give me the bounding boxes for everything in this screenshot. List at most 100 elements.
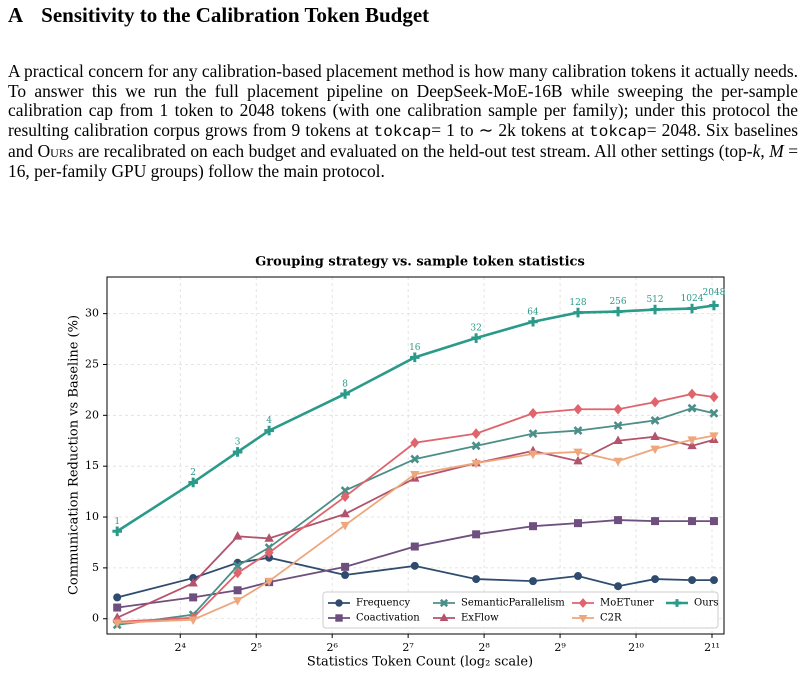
marker [613, 403, 623, 415]
series [112, 403, 719, 630]
marker [573, 403, 583, 415]
y-tick-label: 20 [85, 408, 99, 421]
marker [410, 454, 420, 464]
marker [650, 445, 660, 455]
marker [232, 597, 243, 606]
marker [673, 599, 681, 607]
marker [650, 415, 660, 425]
chart-title: Grouping strategy vs. sample token stati… [255, 255, 585, 270]
text-run: tokcap [373, 122, 432, 141]
text-run: tokens at [300, 119, 374, 140]
marker [573, 455, 583, 465]
marker [471, 333, 481, 343]
text-run: token to [168, 100, 240, 121]
section-heading: A Sensitivity to the Calibration Token Bu… [8, 3, 429, 28]
marker [688, 517, 697, 526]
line [116, 304, 715, 533]
marker [687, 303, 697, 314]
point-label: 1 [114, 517, 120, 527]
y-tick-label: 5 [92, 561, 99, 574]
marker [471, 459, 481, 469]
legend-label: SemanticParallelism [461, 598, 565, 609]
section-label: A [8, 3, 24, 27]
marker [113, 593, 122, 602]
marker [335, 599, 343, 607]
marker [574, 519, 583, 528]
marker [189, 593, 198, 602]
point-label: 256 [609, 297, 626, 307]
marker [233, 586, 242, 595]
x-tick-label: 2⁸ [478, 641, 490, 654]
marker [709, 432, 719, 441]
x-tick-label: 2⁴ [175, 641, 187, 654]
text-run: = 2048 [646, 119, 697, 140]
series [112, 388, 719, 628]
marker [264, 425, 274, 436]
marker [650, 431, 660, 440]
marker [264, 547, 274, 558]
text-run: 9 [291, 119, 301, 140]
text-run: are recalibrated on each budget and eval… [73, 141, 753, 162]
marker [709, 517, 718, 526]
text-run: tokcap [589, 122, 647, 141]
text-run: 1 [159, 100, 169, 121]
paragraph: A practical concern for any calibration-… [8, 61, 799, 182]
series [112, 432, 719, 629]
text-run: 2048 [239, 100, 275, 121]
marker [687, 403, 697, 413]
text-run: Ours [37, 141, 74, 162]
y-axis-label: Communication Reduction vs Baseline (%) [67, 315, 82, 595]
marker [340, 389, 350, 399]
marker [687, 388, 697, 400]
marker [573, 448, 583, 458]
marker [528, 429, 538, 439]
text-run: = 1 [431, 119, 455, 140]
marker [232, 447, 243, 457]
marker [439, 613, 449, 622]
x-tick-label: 2¹⁰ [628, 641, 644, 654]
x-tick-label: 2⁶ [326, 641, 338, 654]
line [117, 393, 715, 623]
legend-label: ExFlow [461, 613, 499, 624]
series [113, 516, 718, 612]
marker [233, 567, 243, 579]
legend-label: Frequency [356, 598, 410, 609]
marker [529, 522, 538, 531]
marker [529, 577, 538, 586]
point-label: 4 [266, 416, 272, 426]
x-tick-label: 2⁵ [251, 641, 262, 654]
marker [709, 300, 719, 311]
legend-label: MoETuner [600, 598, 654, 609]
marker [709, 408, 719, 418]
marker [471, 428, 481, 439]
marker [471, 441, 481, 451]
marker [410, 561, 419, 570]
marker [613, 435, 623, 445]
marker [613, 306, 623, 317]
marker [409, 352, 420, 363]
marker [113, 603, 122, 612]
marker [112, 619, 122, 629]
x-axis-label: Statistics Token Count (log₂ scale) [307, 655, 533, 670]
point-label: 512 [646, 295, 663, 305]
point-label: 3 [235, 437, 241, 447]
text-run: k tokens at [507, 119, 590, 140]
marker [264, 533, 274, 542]
marker [341, 571, 350, 580]
x-tick-label: 2⁹ [554, 641, 566, 654]
text-run: = 16, per-family GPU groups) follow the … [8, 141, 799, 181]
marker [651, 575, 660, 584]
marker [650, 396, 660, 408]
text-run: ∼ 2 [478, 119, 508, 140]
marker [340, 508, 350, 518]
point-label: 1024 [681, 294, 704, 304]
marker [188, 477, 198, 488]
text-run: M [769, 141, 784, 162]
y-tick-label: 25 [85, 357, 99, 370]
legend-label: Coactivation [356, 613, 420, 624]
text-run: tokens (with one calibration sample per … [8, 100, 798, 140]
legend-label: Ours [694, 598, 719, 609]
y-tick-label: 30 [85, 307, 99, 320]
marker [410, 437, 420, 449]
marker [574, 572, 583, 581]
